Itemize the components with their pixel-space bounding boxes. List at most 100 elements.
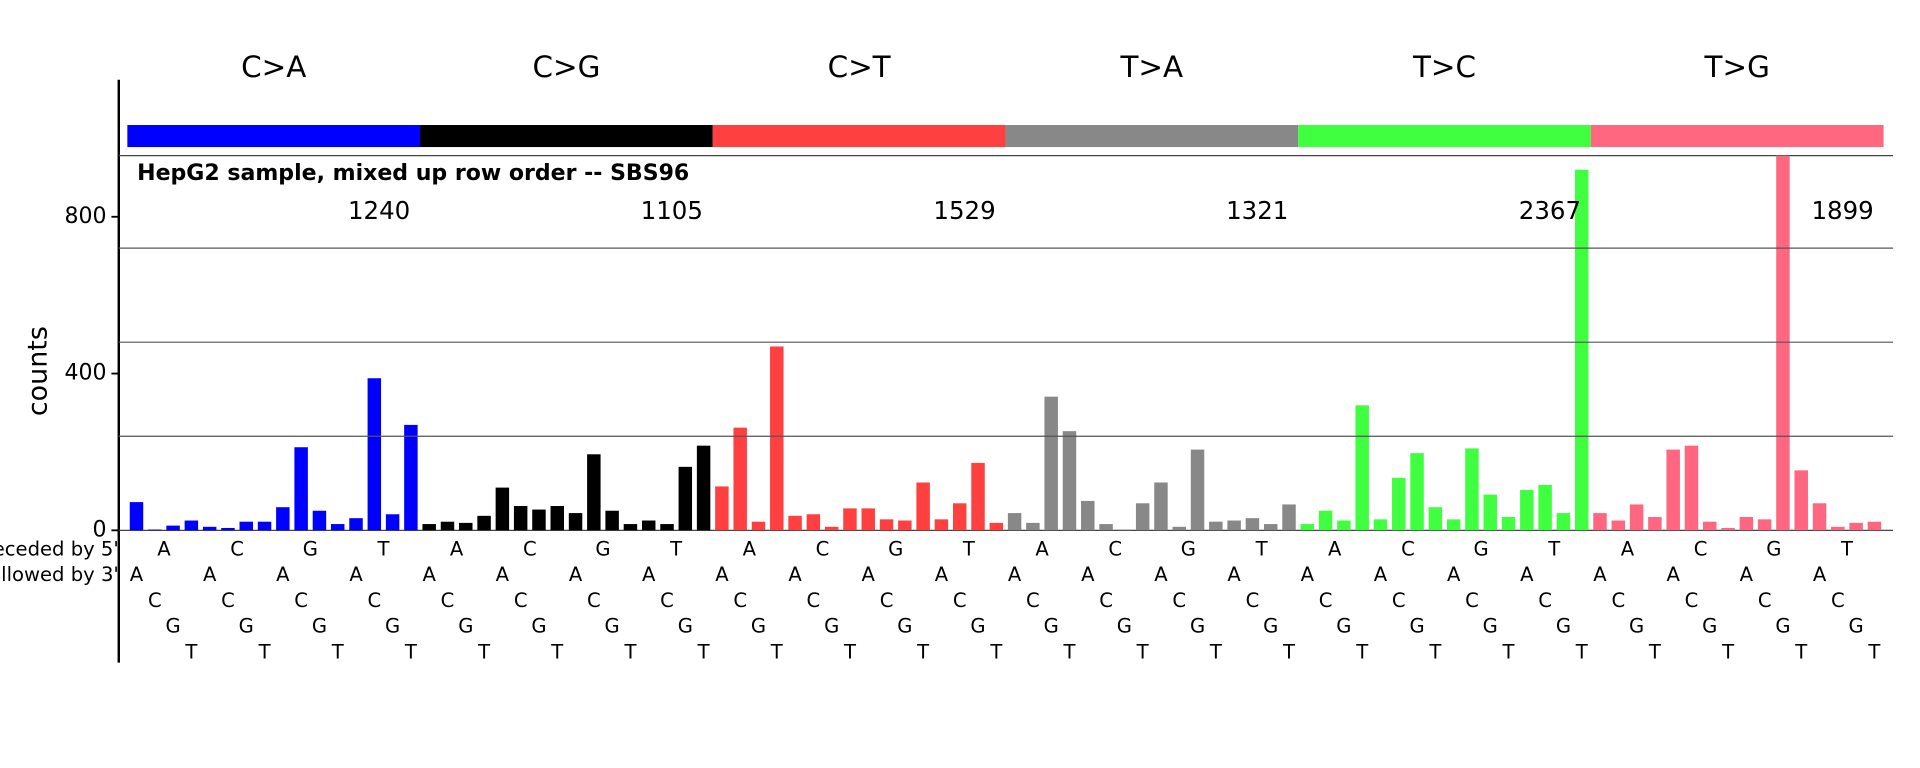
bar [1446,519,1461,531]
bar [404,424,418,531]
group-label: C>A [241,50,306,84]
followed-base: G [1775,615,1790,638]
followed-base: T [623,640,637,663]
group-total: 1105 [641,196,703,225]
bar [459,522,473,531]
preceded-base: T [376,537,390,560]
followed-base: T [1209,640,1223,663]
bar [1190,449,1205,531]
followed-base: G [1336,615,1351,638]
preceded-base: C [523,537,537,560]
bar [879,519,894,531]
group-label: T>C [1412,50,1476,84]
followed-base: C [367,589,381,612]
followed-base: A [1081,563,1095,586]
followed-base: C [148,589,162,612]
followed-base: A [1008,563,1022,586]
bar [385,514,400,531]
bar [312,510,327,531]
preceded-base: C [1108,537,1122,560]
followed-base: C [587,589,601,612]
bar [1209,521,1223,531]
bar [861,508,875,531]
followed-base: A [496,563,510,586]
group-strip [1005,125,1299,148]
bar [1611,520,1626,531]
preceded-base: A [450,537,464,560]
bar [166,525,180,531]
followed-base: T [1648,640,1662,663]
bar [623,524,638,531]
followed-base: T [331,640,345,663]
bar [1154,482,1168,531]
bar [587,454,601,531]
followed-base: A [1301,563,1315,586]
group-strip [127,125,421,148]
bar [1410,453,1424,531]
bar [129,502,144,531]
bar [184,520,199,531]
bar [1428,507,1443,531]
group-total: 1529 [933,196,995,225]
bar [550,506,564,531]
bar [1318,510,1333,531]
followed-base: T [843,640,857,663]
bar [422,524,436,531]
bar [824,526,839,531]
bar [1081,500,1095,531]
followed-base: G [605,615,620,638]
group-strip [420,125,713,148]
bar [1593,513,1607,531]
followed-base: A [715,563,729,586]
preceded-base: C [816,537,830,560]
bar [239,521,253,531]
followed-base: C [1831,589,1845,612]
followed-base: A [1740,563,1754,586]
followed-base: G [1263,615,1278,638]
followed-base: G [678,615,693,638]
followed-base: A [203,563,217,586]
bar [715,486,729,531]
bar [1337,520,1351,531]
preceded-base: A [743,537,757,560]
bar [952,503,967,531]
bar [1099,524,1113,531]
preceded-row-label: preceded by 5' [0,537,119,560]
bar [1629,504,1644,531]
group-strip [1298,125,1591,148]
group-total: 1899 [1811,196,1873,225]
group-label: C>T [828,50,892,84]
followed-base: G [1409,615,1424,638]
bar [1867,521,1882,531]
followed-base: C [660,589,674,612]
bar [440,521,455,531]
followed-base: C [1172,589,1186,612]
followed-base: A [1447,563,1461,586]
followed-base: G [165,615,180,638]
group-total: 2367 [1519,196,1581,225]
followed-base: A [935,563,949,586]
bar [770,346,784,531]
followed-base: A [1520,563,1534,586]
bar [1172,526,1186,531]
followed-base: C [1099,589,1113,612]
followed-base: T [1794,640,1808,663]
bar [1574,169,1589,531]
followed-base: T [1721,640,1735,663]
followed-base: A [1154,563,1168,586]
bar [1703,521,1717,531]
followed-base: C [294,589,308,612]
preceded-base: G [1474,537,1489,560]
followed-base: G [1849,615,1864,638]
followed-base: A [276,563,290,586]
bar [989,522,1004,531]
followed-base: C [733,589,747,612]
followed-base: A [1593,563,1607,586]
followed-base: A [569,563,583,586]
followed-base: G [312,615,327,638]
bar [971,462,985,531]
bar [1245,518,1260,531]
preceded-base: T [1255,537,1269,560]
bar [678,466,693,531]
y-axis-label: counts [23,326,54,416]
